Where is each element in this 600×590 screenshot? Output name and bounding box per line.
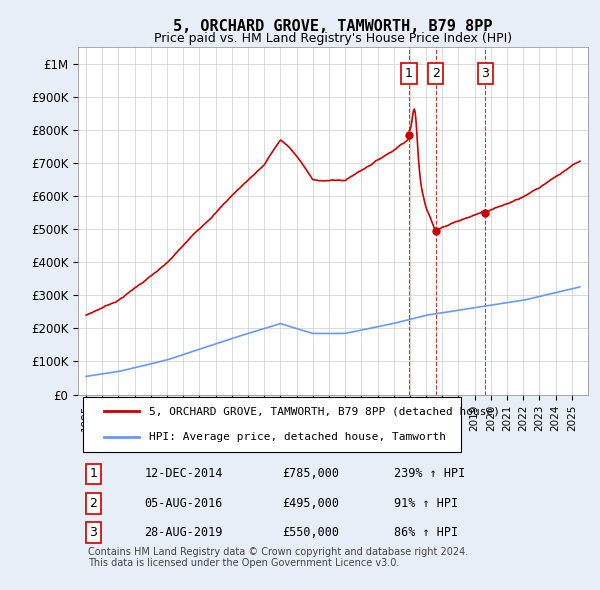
Text: 5, ORCHARD GROVE, TAMWORTH, B79 8PP: 5, ORCHARD GROVE, TAMWORTH, B79 8PP (173, 19, 493, 34)
Text: HPI: Average price, detached house, Tamworth: HPI: Average price, detached house, Tamw… (149, 432, 446, 442)
Text: 2: 2 (89, 497, 97, 510)
Text: 86% ↑ HPI: 86% ↑ HPI (394, 526, 458, 539)
Text: 2: 2 (432, 67, 440, 80)
FancyBboxPatch shape (83, 397, 461, 452)
Text: 28-AUG-2019: 28-AUG-2019 (145, 526, 223, 539)
Text: Price paid vs. HM Land Registry's House Price Index (HPI): Price paid vs. HM Land Registry's House … (154, 32, 512, 45)
Text: 3: 3 (481, 67, 489, 80)
Text: £550,000: £550,000 (282, 526, 339, 539)
Text: 91% ↑ HPI: 91% ↑ HPI (394, 497, 458, 510)
Text: 1: 1 (89, 467, 97, 480)
Text: 05-AUG-2016: 05-AUG-2016 (145, 497, 223, 510)
Text: Contains HM Land Registry data © Crown copyright and database right 2024.
This d: Contains HM Land Registry data © Crown c… (88, 546, 469, 568)
Text: £785,000: £785,000 (282, 467, 339, 480)
Text: 5, ORCHARD GROVE, TAMWORTH, B79 8PP (detached house): 5, ORCHARD GROVE, TAMWORTH, B79 8PP (det… (149, 407, 500, 417)
Text: 12-DEC-2014: 12-DEC-2014 (145, 467, 223, 480)
Text: £495,000: £495,000 (282, 497, 339, 510)
Text: 3: 3 (89, 526, 97, 539)
Text: 239% ↑ HPI: 239% ↑ HPI (394, 467, 466, 480)
Text: 1: 1 (405, 67, 413, 80)
